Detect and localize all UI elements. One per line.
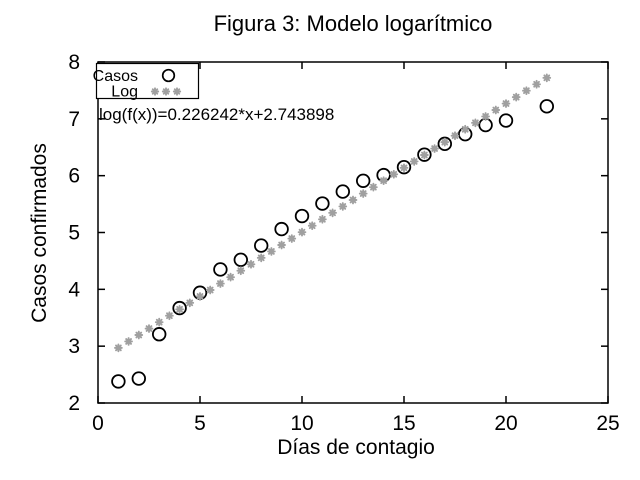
log-sample-point xyxy=(256,253,266,263)
log-sample-point xyxy=(287,234,297,243)
casos-point xyxy=(437,136,453,152)
casos-point xyxy=(417,147,432,162)
y-axis-label: Casos confirmados xyxy=(28,143,51,323)
y-tick-label: 7 xyxy=(68,108,80,131)
log-sample-point xyxy=(318,214,327,224)
log-sample-point xyxy=(460,124,470,134)
legend-box: Casos Log xyxy=(93,62,200,101)
chart-title: Figura 3: Modelo logarítmico xyxy=(214,11,493,36)
series-log xyxy=(114,73,552,353)
log-sample-point xyxy=(471,118,480,128)
casos-point xyxy=(294,208,310,224)
log-sample-point xyxy=(226,272,235,282)
legend-frame xyxy=(95,62,200,100)
log-sample-point xyxy=(511,92,521,102)
log-sample-point xyxy=(369,182,378,192)
log-sample-point xyxy=(522,86,531,96)
casos-point xyxy=(111,374,126,389)
log-sample-point xyxy=(348,195,358,205)
x-tick-label: 15 xyxy=(392,412,415,435)
log-sample-point xyxy=(420,150,429,160)
data-series xyxy=(111,73,555,389)
x-axis-label: Días de contagio xyxy=(277,436,435,459)
x-tick-label: 0 xyxy=(92,412,104,435)
legend-markers xyxy=(150,68,182,96)
log-sample-point xyxy=(481,112,490,121)
casos-point xyxy=(172,300,187,316)
series-casos xyxy=(111,99,555,389)
x-tick-label: 25 xyxy=(596,412,619,435)
log-sample-point xyxy=(134,330,144,340)
log-sample-point xyxy=(277,240,286,250)
log-sample-point xyxy=(216,279,225,288)
log-sample-point xyxy=(175,304,184,314)
log-sample-point xyxy=(297,227,307,237)
legend-log-asterisk-icon xyxy=(161,87,171,96)
x-tick-label: 10 xyxy=(290,412,313,435)
log-sample-point xyxy=(491,105,501,115)
log-sample-point xyxy=(246,259,256,269)
x-tick-label: 20 xyxy=(494,412,517,435)
casos-point xyxy=(254,238,269,253)
log-sample-point xyxy=(542,73,552,83)
log-sample-point xyxy=(124,337,133,346)
y-tick-label: 4 xyxy=(68,278,80,301)
y-tick-label: 5 xyxy=(68,222,80,245)
casos-point xyxy=(498,113,514,128)
casos-point xyxy=(356,173,371,188)
log-sample-point xyxy=(195,292,205,301)
log-sample-point xyxy=(358,189,368,198)
y-tick-label: 2 xyxy=(68,392,80,415)
legend-log-asterisk-icon xyxy=(150,87,160,96)
log-sample-point xyxy=(501,99,511,108)
log-sample-point xyxy=(165,311,174,321)
x-tick-label: 5 xyxy=(194,412,206,435)
legend-casos-circle-icon xyxy=(161,68,176,83)
log-sample-point xyxy=(338,202,348,211)
casos-point xyxy=(151,327,167,342)
log-sample-point xyxy=(328,208,337,218)
plot-axes: 0 5 10 15 20 25 2 3 4 5 6 7 8 xyxy=(68,51,619,435)
casos-point xyxy=(233,252,249,267)
log-sample-point xyxy=(399,163,409,173)
casos-point xyxy=(131,371,147,386)
legend-label-log: Log xyxy=(111,84,138,101)
y-tick-label: 8 xyxy=(68,51,80,74)
log-sample-point xyxy=(205,285,215,295)
log-sample-point xyxy=(409,157,419,166)
log-sample-point xyxy=(154,317,164,327)
legend-label-casos: Casos xyxy=(93,68,138,85)
log-sample-point xyxy=(450,131,460,141)
legend-log-asterisk-icon xyxy=(172,87,182,96)
casos-point xyxy=(396,159,412,175)
y-tick-label: 6 xyxy=(68,165,80,188)
log-sample-point xyxy=(389,169,399,179)
log-sample-point xyxy=(185,298,195,308)
casos-point xyxy=(539,99,555,114)
casos-point xyxy=(335,184,351,199)
casos-point xyxy=(315,196,330,211)
log-sample-point xyxy=(532,79,541,89)
log-sample-point xyxy=(379,176,388,186)
y-tick-label: 3 xyxy=(68,335,80,358)
log-sample-point xyxy=(114,343,123,353)
log-sample-point xyxy=(144,324,154,333)
fit-equation-annotation: log(f(x))=0.226242*x+2.743898 xyxy=(99,105,334,124)
casos-point xyxy=(213,262,228,277)
log-sample-point xyxy=(440,137,450,147)
log-sample-point xyxy=(236,266,246,276)
log-sample-point xyxy=(267,247,276,256)
log-sample-point xyxy=(430,144,439,153)
casos-point xyxy=(274,221,289,237)
log-sample-point xyxy=(307,221,317,231)
